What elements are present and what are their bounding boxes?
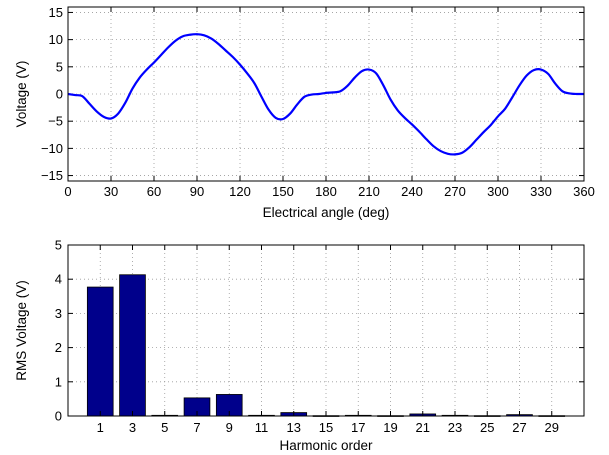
x-tick-label: 60 <box>147 184 161 199</box>
y-tick-label: 1 <box>55 374 62 389</box>
harmonic-bar <box>86 286 114 417</box>
harmonic-bar <box>119 274 146 417</box>
y-axis-label: RMS Voltage (V) <box>14 280 29 381</box>
x-tick-label: 270 <box>444 184 466 199</box>
x-tick-label: 19 <box>383 420 397 435</box>
x-tick-label: 9 <box>226 420 233 435</box>
x-tick-label: 1 <box>97 420 104 435</box>
x-tick-label: 210 <box>358 184 380 199</box>
voltage-series-line <box>67 33 585 156</box>
x-tick-label: 11 <box>255 420 269 435</box>
x-tick-label: 0 <box>64 184 71 199</box>
y-tick-label: 3 <box>55 306 62 321</box>
x-tick-label: 15 <box>319 420 333 435</box>
y-tick-label: 4 <box>55 272 62 287</box>
y-tick-label: 10 <box>49 32 63 47</box>
x-tick-label: 7 <box>193 420 200 435</box>
x-tick-label: 180 <box>315 184 337 199</box>
x-tick-label: 17 <box>351 420 365 435</box>
y-tick-label: −10 <box>41 141 63 156</box>
x-tick-label: 120 <box>229 184 251 199</box>
x-tick-label: 25 <box>480 420 494 435</box>
y-tick-label: −15 <box>41 168 63 183</box>
x-tick-label: 90 <box>190 184 204 199</box>
x-tick-label: 13 <box>287 420 301 435</box>
x-tick-label: 300 <box>487 184 509 199</box>
plot-frame <box>67 244 585 417</box>
y-tick-label: 5 <box>55 238 62 253</box>
y-tick-label: 2 <box>55 340 62 355</box>
x-tick-label: 30 <box>104 184 118 199</box>
x-tick-label: 23 <box>448 420 462 435</box>
plot-frame <box>67 6 585 182</box>
x-tick-label: 5 <box>161 420 168 435</box>
harmonic-spectrum-plot: 1 3 5 7 9 11 13 15 17 19 21 23 25 27 29012345Harmonic … <box>14 238 585 453</box>
waveform-plot: 0 30 60 90 120 150 180 210 240 270 300 330 360−15−10… <box>14 5 595 220</box>
x-axis-label: Harmonic order <box>279 438 373 453</box>
x-tick-label: 3 <box>129 420 136 435</box>
x-tick-label: 330 <box>530 184 552 199</box>
y-tick-label: 5 <box>56 59 63 74</box>
y-tick-label: 0 <box>55 409 62 424</box>
x-tick-label: 21 <box>416 420 430 435</box>
y-tick-label: 0 <box>56 87 63 102</box>
x-tick-label: 150 <box>272 184 294 199</box>
x-tick-label: 27 <box>512 420 526 435</box>
y-tick-label: −5 <box>48 114 63 129</box>
y-axis-label: Voltage (V) <box>14 61 29 128</box>
y-tick-label: 15 <box>49 5 63 20</box>
x-tick-label: 360 <box>573 184 595 199</box>
x-tick-label: 240 <box>401 184 423 199</box>
x-axis-label: Electrical angle (deg) <box>263 205 390 220</box>
x-tick-label: 29 <box>545 420 559 435</box>
